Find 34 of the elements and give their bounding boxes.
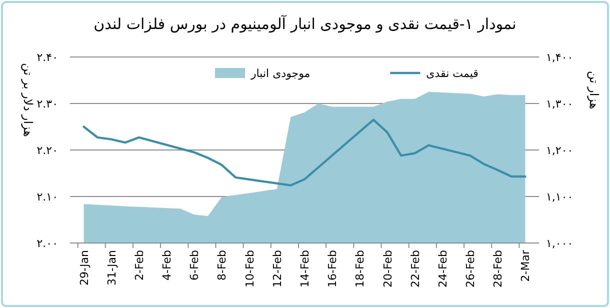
y-axis-title: هزار دلار بر تن	[21, 63, 35, 137]
x-tick-label: 29-Jan	[78, 250, 91, 286]
y-tick-label: ۲.۴۰	[36, 51, 58, 64]
y2-tick-label: ۱,۱۰۰	[546, 190, 574, 204]
legend-item: موجودی انبار	[215, 67, 310, 80]
x-tick-label: 10-Feb	[243, 250, 256, 288]
y-tick-label: ۲.۳۰	[36, 98, 58, 110]
y2-tick-label: ۱,۰۰۰	[546, 237, 574, 250]
chart-title: نمودار ۱-قیمت نقدی و موجودی انبار آلومینیوم در بورس فلزات لندن	[94, 14, 516, 33]
x-tick-label: 14-Feb	[298, 250, 312, 288]
x-tick-label: 28-Feb	[492, 250, 505, 288]
legend-label: قیمت نقدی	[426, 67, 478, 80]
x-tick-label: 31-Jan	[105, 250, 118, 286]
y-tick-label: ۲.۰۰	[36, 237, 58, 250]
y-tick-label: ۲.۲۰	[36, 144, 58, 157]
x-tick-label: 16-Feb	[326, 250, 340, 288]
y2-tick-label: ۱,۴۰۰	[546, 51, 574, 64]
y-tick-label: ۲.۱۰	[36, 190, 58, 204]
legend-item: قیمت نقدی	[390, 67, 478, 80]
y2-tick-label: ۱,۳۰۰	[546, 98, 574, 110]
x-tick-label: 26-Feb	[464, 250, 478, 288]
x-tick-label: 22-Feb	[408, 250, 422, 288]
y2-axis-title: هزار تن	[587, 70, 601, 110]
x-tick-label: 8-Feb	[216, 250, 229, 280]
x-tick-label: 18-Feb	[354, 250, 367, 288]
x-tick-label: 24-Feb	[436, 250, 450, 288]
x-tick-label: 6-Feb	[188, 250, 202, 280]
legend-label: موجودی انبار	[250, 67, 310, 80]
x-tick-label: 12-Feb	[270, 250, 284, 288]
x-tick-label: 4-Feb	[160, 250, 174, 280]
x-tick-label: 20-Feb	[381, 250, 394, 288]
y2-tick-label: ۱,۲۰۰	[546, 144, 574, 157]
x-tick-label: 2-Mar	[519, 250, 532, 282]
x-tick-label: 2-Feb	[132, 250, 146, 280]
